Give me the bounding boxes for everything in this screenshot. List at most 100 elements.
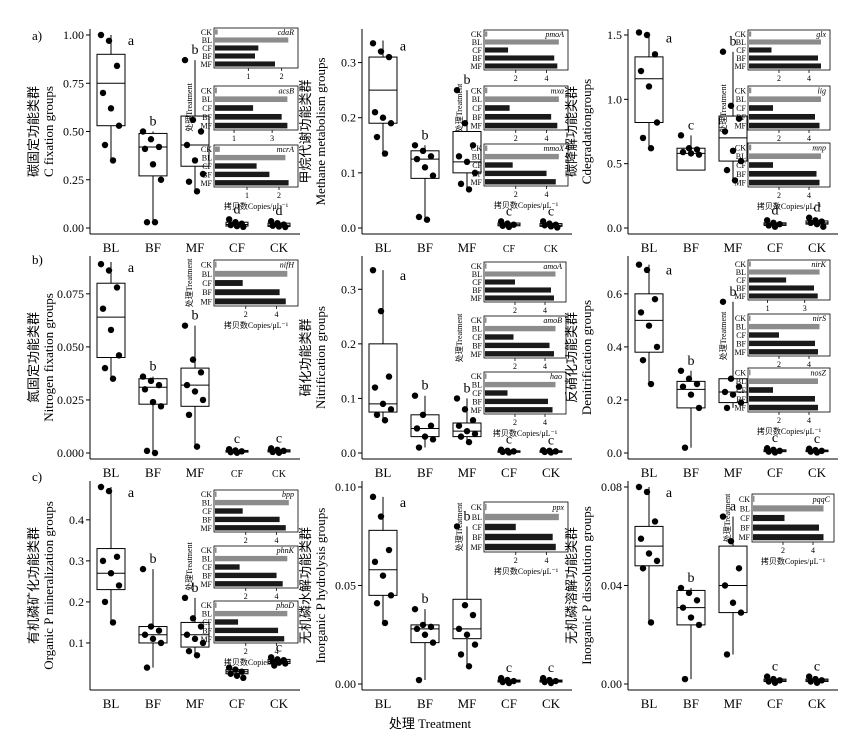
inset-gene-label: mxa — [551, 86, 564, 95]
y-tick-label: 0.08 — [601, 480, 622, 494]
data-point — [385, 53, 393, 61]
significance-letter: c — [276, 431, 282, 446]
box-BL: a — [634, 29, 673, 152]
inset-x-tick-label: 2 — [280, 72, 284, 81]
inset-gene-label: mnp — [812, 143, 826, 152]
data-point — [499, 678, 506, 686]
inset-bar — [749, 369, 751, 376]
data-point — [651, 518, 659, 525]
data-point — [275, 659, 283, 666]
significance-letter: b — [192, 581, 199, 596]
inset-category-label: BL — [736, 268, 746, 277]
inset-bar — [749, 395, 815, 402]
inset-bar — [749, 340, 815, 347]
box-CK: d — [267, 204, 291, 231]
inset-category-label: CF — [736, 386, 746, 395]
data-point — [763, 217, 771, 224]
data-point — [719, 48, 727, 55]
x-tick-label: BL — [375, 465, 392, 480]
data-point — [269, 448, 276, 456]
data-point — [197, 369, 205, 376]
data-point — [199, 396, 207, 404]
inset-bar — [485, 533, 553, 541]
data-point — [429, 639, 437, 646]
data-point — [731, 177, 739, 184]
data-point — [181, 594, 189, 602]
data-point — [427, 153, 435, 160]
inset-x-tick-label: 2 — [277, 191, 281, 200]
x-tick-label: CK — [808, 240, 827, 255]
inset-bar — [749, 39, 821, 45]
y-tick-label: 0.2 — [341, 337, 356, 351]
inset-category-label: CK — [471, 262, 482, 271]
inset-bar — [485, 513, 559, 521]
x-tick-label: BL — [641, 696, 658, 711]
inset-x-tick-label: 4 — [543, 306, 547, 315]
significance-letter: d — [276, 204, 283, 219]
x-tick-label: CF — [229, 240, 245, 255]
data-point — [505, 449, 513, 456]
inset-bar — [215, 289, 280, 296]
inset-category-label: BL — [202, 36, 212, 45]
box-BF: b — [138, 360, 168, 457]
inset-bar — [215, 87, 217, 94]
data-point — [411, 392, 419, 399]
data-point — [679, 148, 687, 156]
inset-category-label: BL — [740, 504, 750, 513]
box-BL: a — [96, 483, 135, 626]
x-tick-label: BL — [375, 240, 392, 255]
data-point — [723, 651, 731, 658]
data-point — [643, 266, 651, 274]
x-tick-label: MF — [186, 696, 205, 711]
y-axis-title-cn: 无机磷溶解功能类群 — [564, 527, 579, 644]
inset-bar — [749, 63, 821, 69]
significance-letter: b — [730, 285, 737, 300]
inset-category-label: BF — [202, 288, 212, 297]
data-point — [387, 592, 395, 599]
inset-bar — [753, 534, 824, 541]
inset-bar — [215, 572, 277, 579]
y-tick-label: 0.6 — [607, 287, 622, 301]
data-point — [149, 635, 157, 643]
x-tick-label: CF — [229, 696, 245, 711]
data-point — [387, 120, 395, 127]
significance-letter: b — [422, 128, 429, 143]
data-point — [653, 343, 661, 351]
data-point — [469, 611, 477, 619]
inset-category-label: BL — [202, 499, 212, 508]
inset-x-tick-label: 2 — [513, 306, 517, 315]
y-tick-label: 0.2 — [607, 393, 622, 407]
inset-y-axis-title: 处理Treatment — [454, 313, 464, 362]
data-point — [99, 89, 107, 97]
data-point — [727, 102, 735, 109]
data-point — [763, 673, 771, 680]
inset-bar — [749, 122, 820, 129]
x-tick-label: CF — [501, 465, 517, 480]
x-tick-label: CF — [767, 465, 783, 480]
inset-x-tick-label: 3 — [270, 134, 274, 143]
inset-bar — [215, 564, 240, 570]
data-point — [499, 448, 506, 456]
data-point — [727, 375, 735, 382]
data-point — [729, 147, 737, 154]
significance-letter: c — [276, 640, 282, 655]
data-point — [455, 625, 463, 633]
inset-bar — [215, 261, 217, 268]
inset-category-label: CK — [735, 260, 746, 269]
data-point — [149, 161, 157, 168]
y-tick-label: 0.1 — [341, 166, 356, 180]
data-point — [653, 119, 661, 126]
inset-gene-label: bpp — [282, 490, 294, 499]
inset-category-label: BL — [736, 377, 746, 386]
data-point — [197, 128, 205, 135]
data-point — [377, 48, 385, 55]
inset-category-label: MF — [738, 533, 750, 542]
data-point — [421, 164, 429, 171]
data-point — [771, 223, 779, 230]
inset-category-label: MF — [734, 348, 746, 357]
inset-bar — [749, 113, 815, 120]
data-point — [429, 172, 437, 179]
inset-bar — [749, 261, 751, 267]
inset-x-tick-label: 4 — [545, 74, 549, 83]
